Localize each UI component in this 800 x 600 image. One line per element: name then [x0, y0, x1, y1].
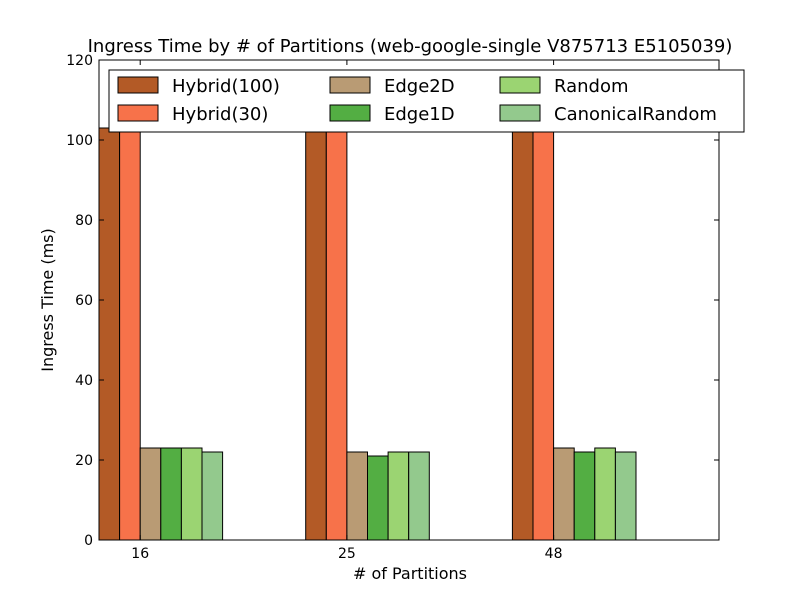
y-tick-label: 60: [75, 293, 93, 309]
bar-hybrid-30-16: [119, 127, 141, 541]
x-axis-label: # of Partitions: [353, 564, 467, 583]
legend-swatch: [329, 104, 371, 122]
legend-label: Random: [554, 76, 629, 97]
bar-hybrid-30-48: [532, 127, 555, 541]
legend-swatch: [117, 104, 159, 122]
legend-label: Hybrid(30): [172, 104, 268, 125]
y-axis-label: Ingress Time (ms): [38, 228, 57, 372]
bar-random-48: [594, 447, 616, 541]
y-tick-label: 20: [75, 453, 93, 469]
bar-canonicalrandom-25: [408, 451, 430, 541]
bar-random-25: [387, 451, 410, 541]
legend: Hybrid(100) Hybrid(30) Edge2D Edge1D Random C…: [108, 69, 745, 133]
bar-edge2d-25: [346, 451, 368, 541]
legend-label: Edge2D: [384, 76, 455, 97]
bar-random-16: [180, 447, 203, 541]
legend-label: CanonicalRandom: [554, 104, 717, 125]
x-tick-label: 16: [131, 546, 149, 562]
x-axis: 16 25 48: [131, 60, 563, 562]
legend-label: Hybrid(100): [172, 76, 280, 97]
legend-swatch: [329, 76, 371, 94]
bar-edge1d-48: [573, 451, 596, 541]
x-tick-label: 48: [545, 546, 563, 562]
bar-hybrid-100-16: [98, 127, 121, 541]
bar-edge1d-25: [367, 455, 389, 541]
y-tick-label: 100: [66, 133, 93, 149]
bar-edge2d-16: [139, 447, 162, 541]
y-axis: 0 20 40 60 80 100 120: [66, 53, 719, 549]
y-tick-label: 40: [75, 373, 93, 389]
bar-edge1d-16: [160, 447, 182, 541]
y-tick-label: 80: [75, 213, 93, 229]
legend-label: Edge1D: [384, 104, 455, 125]
legend-swatch: [499, 76, 541, 94]
bar-hybrid-30-25: [325, 127, 348, 541]
bar-hybrid-100-48: [511, 127, 534, 541]
y-tick-label: 0: [84, 533, 93, 549]
legend-frame: [108, 69, 745, 133]
y-tick-label: 120: [66, 53, 93, 69]
bar-canonicalrandom-16: [201, 451, 224, 541]
chart-title: Ingress Time by # of Partitions (web-goo…: [88, 36, 733, 57]
bars-group: [98, 127, 637, 541]
bar-hybrid-100-25: [305, 127, 327, 541]
x-tick-label: 25: [338, 546, 356, 562]
bar-edge2d-48: [553, 447, 575, 541]
legend-swatch: [117, 76, 159, 94]
bar-canonicalrandom-48: [614, 451, 637, 541]
legend-swatch: [499, 104, 541, 122]
